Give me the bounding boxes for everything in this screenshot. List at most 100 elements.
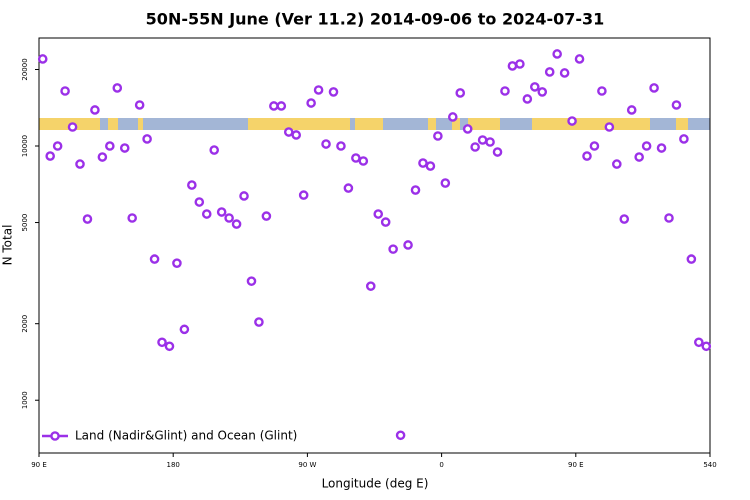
- land-band: [532, 118, 650, 130]
- data-point: [194, 197, 205, 207]
- data-point: [97, 152, 108, 162]
- land-ocean-band: [39, 118, 710, 130]
- data-point: [500, 86, 510, 96]
- data-point: [328, 87, 339, 97]
- chart-title: 50N-55N June (Ver 11.2) 2014-09-06 to 20…: [146, 10, 605, 29]
- data-point: [157, 337, 167, 348]
- data-point: [612, 159, 622, 169]
- data-point: [656, 143, 667, 153]
- data-point: [559, 68, 570, 78]
- data-point: [373, 209, 384, 219]
- y-tick-label: 2000: [21, 315, 29, 333]
- data-point: [694, 337, 704, 348]
- data-point: [440, 178, 451, 188]
- data-point: [425, 161, 436, 171]
- y-tick-label: 20000: [21, 58, 29, 80]
- land-band: [108, 118, 118, 130]
- data-point: [626, 105, 637, 115]
- data-point: [37, 54, 48, 64]
- y-tick-label: 10000: [21, 135, 29, 157]
- y-tick-label: 5000: [21, 214, 29, 232]
- data-point: [485, 137, 495, 147]
- data-point: [351, 153, 361, 163]
- data-point: [254, 317, 264, 327]
- plot-frame: [38, 37, 711, 454]
- y-axis-label: N Total: [1, 225, 15, 266]
- data-point: [82, 214, 93, 224]
- data-point: [343, 183, 354, 193]
- land-band: [428, 118, 436, 130]
- data-point: [119, 143, 130, 153]
- data-point: [291, 130, 302, 140]
- data-point: [105, 141, 115, 151]
- data-point: [216, 207, 227, 217]
- data-point: [529, 82, 540, 92]
- data-point: [671, 100, 682, 110]
- data-point: [634, 152, 644, 162]
- data-point: [224, 213, 234, 223]
- data-point: [239, 191, 249, 201]
- data-point: [515, 59, 525, 69]
- x-tick-label: 0: [439, 461, 443, 469]
- data-point: [492, 147, 503, 157]
- data-point: [462, 124, 473, 134]
- data-point: [313, 85, 324, 95]
- data-point: [388, 244, 398, 254]
- x-tick-label: 180: [167, 461, 180, 469]
- data-point: [187, 180, 197, 190]
- x-tick-label: 90 W: [298, 461, 316, 469]
- legend-marker: [50, 431, 60, 441]
- data-point: [45, 151, 55, 161]
- data-point: [90, 105, 100, 115]
- data-point: [686, 254, 697, 264]
- data-point: [455, 88, 466, 98]
- data-point: [127, 213, 137, 223]
- data-point: [522, 94, 533, 104]
- data-point: [433, 131, 443, 141]
- data-point: [179, 324, 190, 335]
- data-point: [447, 112, 458, 122]
- data-point: [544, 67, 555, 77]
- land-band: [248, 118, 350, 130]
- data-point: [582, 151, 592, 161]
- data-point: [172, 258, 182, 268]
- data-point: [149, 254, 160, 264]
- data-point: [112, 83, 123, 93]
- land-band: [468, 118, 500, 130]
- data-point: [142, 134, 152, 144]
- data-point: [619, 214, 630, 224]
- data-point: [321, 139, 331, 149]
- data-point: [358, 156, 369, 166]
- x-tick-label: 90 E: [31, 461, 47, 469]
- data-point: [537, 87, 548, 97]
- data-point: [60, 86, 70, 96]
- data-point: [597, 86, 607, 96]
- data-point: [261, 211, 272, 221]
- data-point: [701, 341, 712, 352]
- x-tick-label: 90 E: [568, 461, 584, 469]
- data-point: [664, 213, 674, 223]
- data-point: [589, 141, 600, 151]
- data-point: [336, 141, 346, 151]
- data-point: [418, 158, 428, 168]
- data-point: [52, 141, 63, 151]
- data-point: [246, 276, 257, 286]
- data-point: [201, 209, 212, 219]
- x-axis-label: Longitude (deg E): [322, 477, 429, 491]
- land-band: [676, 118, 688, 130]
- data-point: [410, 185, 421, 195]
- data-point: [164, 341, 175, 352]
- data-point: [365, 281, 376, 291]
- land-band: [355, 118, 383, 130]
- data-point: [283, 127, 294, 137]
- data-point: [477, 135, 488, 145]
- data-point: [395, 430, 406, 441]
- data-point: [269, 101, 279, 111]
- data-point: [567, 116, 577, 126]
- data-point: [276, 101, 287, 111]
- data-point: [641, 141, 652, 151]
- data-point: [298, 190, 309, 200]
- data-point: [67, 122, 78, 132]
